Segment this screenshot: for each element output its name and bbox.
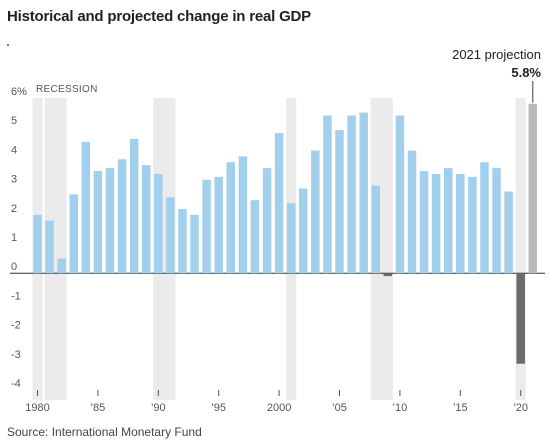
bar-1995 [214,176,223,274]
bar-1985 [93,171,103,274]
y-tick-label: 0 [11,261,17,273]
bar-1994 [202,179,211,274]
bar-2014 [443,168,453,274]
bar-2011 [407,150,417,274]
bar-2012 [419,171,429,274]
bar-1987 [117,159,127,274]
bar-2020 [516,273,525,364]
projection-label: 2021 projection [452,47,541,62]
y-tick-label: 4 [11,144,17,156]
y-tick-label: -4 [11,378,21,390]
x-tick-label: ’85 [91,402,106,414]
bar-1999 [262,168,272,274]
source-note: Source: International Monetary Fund [7,425,202,439]
bar-1993 [190,214,199,274]
x-tick-label: 2000 [267,402,291,414]
bar-1981 [45,220,54,274]
y-tick-label: 5 [11,115,17,127]
bar-2017 [480,162,489,274]
dot-marker [7,44,9,46]
bar-2009 [383,273,393,277]
x-tick-label: 1980 [25,402,49,414]
bar-2016 [468,176,477,274]
bar-2003 [311,150,320,274]
bar-2002 [299,188,308,274]
bar-2015 [456,173,465,274]
bar-2010 [395,115,405,274]
x-tick-label: ’95 [211,402,226,414]
recession-band [370,98,393,400]
bar-1984 [81,141,91,274]
bar-1989 [141,165,151,274]
bar-1980 [33,214,42,274]
x-tick-label: ’10 [393,402,408,414]
y-tick-label: 6% [11,86,27,98]
bar-1996 [226,162,236,274]
x-tick-label: ’15 [453,402,468,414]
x-tick-label: ’20 [513,402,528,414]
bar-2006 [347,115,356,274]
bar-2000 [274,133,284,274]
recession-band [44,98,67,400]
bar-2018 [492,168,501,274]
x-tick-label: ’90 [151,402,166,414]
bar-1997 [238,156,248,274]
y-tick-label: -3 [11,349,21,361]
bar-1986 [105,168,115,274]
bar-2021 [528,103,538,274]
bar-1982 [57,258,66,274]
x-tick-label: ’05 [332,402,347,414]
bar-2013 [431,173,441,274]
recession-band [153,98,176,400]
bar-1990 [154,173,163,274]
bar-1998 [250,200,260,274]
bar-1991 [166,197,175,274]
bar-2019 [504,191,513,274]
y-tick-label: -1 [11,290,21,302]
recession-label: RECESSION [36,84,98,95]
bar-2008 [371,185,380,274]
y-tick-label: 2 [11,203,17,215]
chart-title: Historical and projected change in real … [7,8,311,25]
y-tick-label: 3 [11,174,17,186]
y-tick-label: 1 [11,232,17,244]
recession-band [515,98,526,400]
y-tick-label: -2 [11,320,21,332]
bar-2007 [359,112,368,274]
bar-1983 [69,194,78,274]
projection-value: 5.8% [511,65,541,80]
bar-2004 [323,115,332,274]
bar-1992 [178,208,187,274]
bar-2001 [286,203,296,274]
bar-1988 [129,138,139,274]
bar-2005 [335,130,344,274]
